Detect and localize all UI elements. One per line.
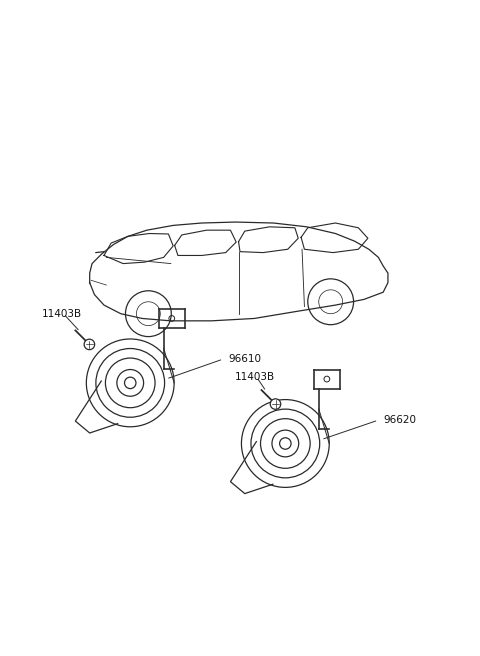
Circle shape (84, 339, 95, 350)
Circle shape (270, 399, 281, 409)
Circle shape (124, 377, 136, 388)
Text: 96620: 96620 (383, 415, 416, 425)
Circle shape (280, 438, 291, 449)
Text: 11403B: 11403B (42, 309, 82, 319)
Text: 11403B: 11403B (235, 372, 276, 382)
Text: 96610: 96610 (228, 354, 261, 364)
